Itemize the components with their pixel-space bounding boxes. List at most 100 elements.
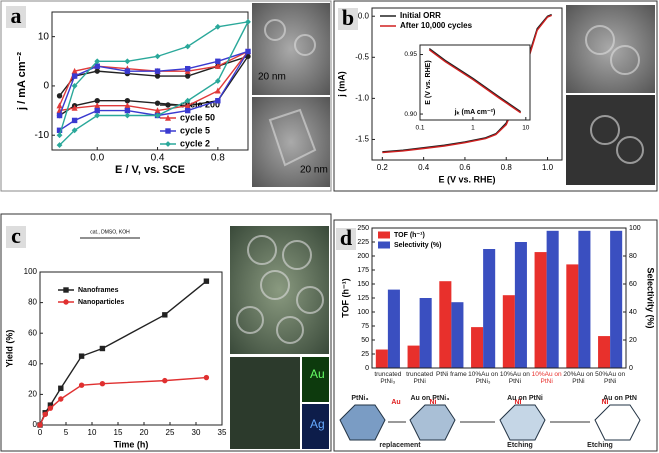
scheme-label: Ni <box>430 399 437 406</box>
scheme-label: Au on PtNi₃ <box>410 395 449 402</box>
legend-marker <box>63 299 69 305</box>
legend-label: cycle 2 <box>180 138 210 148</box>
marker <box>214 23 221 30</box>
y-tick-label: 125 <box>357 295 369 302</box>
y2-tick-label: 40 <box>629 309 637 316</box>
bar <box>419 298 432 368</box>
marker <box>154 112 161 119</box>
y-tick-label: 100 <box>357 309 369 316</box>
marker <box>78 382 85 388</box>
y2-tick-label: 100 <box>629 225 641 232</box>
scheme-shapes <box>339 404 641 441</box>
marker <box>71 127 78 134</box>
scheme-label: Etching <box>587 442 613 449</box>
marker <box>94 102 101 109</box>
marker <box>214 78 221 84</box>
y-tick-label: 80 <box>28 298 37 307</box>
scheme-label: Ni <box>602 399 609 406</box>
image-label: 20 nm <box>300 165 328 176</box>
y-tick-label: 250 <box>357 225 369 232</box>
legend-label: Initial ORR <box>400 11 441 20</box>
legend-marker <box>165 102 171 108</box>
x-tick-label: 0.0 <box>90 153 104 164</box>
x-tick-label: 10%Au on PtNi <box>499 371 530 385</box>
marker <box>94 63 100 69</box>
marker <box>58 385 64 391</box>
y-axis-label: Yield (%) <box>4 330 14 368</box>
marker <box>162 312 168 318</box>
y2-tick-label: 80 <box>629 253 637 260</box>
panel-label: c <box>11 223 21 248</box>
plot-frame <box>51 11 249 151</box>
legend-label: Nanoframes <box>78 287 119 294</box>
micrograph <box>302 357 329 402</box>
x-tick-label: 50%Au on PtNi <box>595 371 626 385</box>
y2-axis-label: Selectivity (%) <box>646 267 656 328</box>
y-tick-label: -10 <box>35 130 50 141</box>
marker <box>215 98 221 104</box>
x-tick-label: 1 <box>471 125 475 132</box>
marker <box>184 73 191 79</box>
x-tick-label: 0.1 <box>415 125 424 132</box>
scheme-label: Au <box>391 399 400 406</box>
y-tick-label: -1.5 <box>355 135 369 144</box>
x-tick-label: 10%Au on PtNi₃ <box>468 371 499 385</box>
panel-label-box <box>6 226 26 248</box>
y-tick-label: 100 <box>24 267 38 276</box>
marker <box>154 100 161 106</box>
legend-swatch <box>378 241 390 249</box>
marker <box>47 405 54 411</box>
marker <box>71 104 78 111</box>
panel-frame <box>333 219 658 452</box>
bar <box>610 230 623 368</box>
marker <box>214 62 221 69</box>
y-tick-label: 0 <box>365 365 369 372</box>
x-tick-label: PtNi frame <box>436 371 467 378</box>
bar <box>566 264 579 368</box>
scheme-label: Ni <box>515 399 522 406</box>
y-tick-label: 0.90 <box>404 111 417 118</box>
marker <box>214 87 221 94</box>
y-tick-label: 10 <box>38 31 50 42</box>
inset-x-label: jₖ (mA cm⁻²) <box>454 109 496 116</box>
x-tick-label: 10 <box>522 125 530 132</box>
x-tick-label: truncated PtNi <box>406 371 434 385</box>
x-tick-label: 30 <box>192 428 201 437</box>
inset-y-label: E (V vs. RHE) <box>425 60 432 104</box>
marker <box>99 345 106 352</box>
y-tick-label: -1.0 <box>355 93 369 102</box>
marker <box>71 73 78 79</box>
frame-shapes <box>236 19 644 344</box>
marker <box>94 112 101 119</box>
marker <box>71 67 78 74</box>
marker <box>245 18 251 25</box>
bar <box>375 349 388 368</box>
bar <box>483 249 496 368</box>
marker <box>184 102 191 109</box>
marker <box>203 278 210 284</box>
x-axis-label: E (V vs. RHE) <box>438 174 495 184</box>
marker <box>154 68 161 74</box>
marker <box>56 93 63 99</box>
x-tick-label: 1.0 <box>542 163 554 172</box>
marker <box>124 98 131 104</box>
x-tick-label: truncated PtNi₃ <box>374 371 402 385</box>
image-label: Au <box>310 367 325 381</box>
y-tick-label: 0.95 <box>404 51 417 58</box>
bar <box>439 281 452 368</box>
bar <box>598 336 611 368</box>
marker <box>245 48 251 55</box>
y-tick-label: 60 <box>28 328 37 337</box>
panel-frame <box>0 213 332 452</box>
y-tick-label: 200 <box>357 253 369 260</box>
bar <box>387 289 400 368</box>
y-tick-label: 25 <box>361 351 369 358</box>
y-tick-label: 40 <box>28 359 37 368</box>
marker <box>154 107 161 114</box>
y-axis-label: j (mA) <box>336 71 346 98</box>
y-tick-label: 175 <box>357 267 369 274</box>
panel-label: b <box>342 5 354 30</box>
marker <box>94 58 101 65</box>
